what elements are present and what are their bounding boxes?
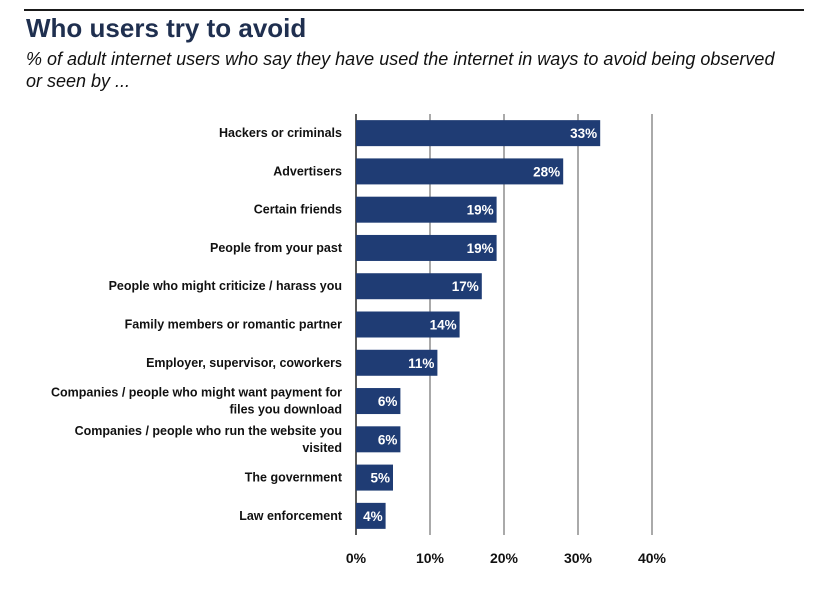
bar	[356, 273, 482, 300]
x-tick-label: 30%	[564, 550, 593, 566]
x-tick-label: 0%	[346, 550, 367, 566]
value-label: 19%	[467, 203, 494, 218]
category-label: Hackers or criminals	[219, 126, 342, 140]
category-label: Law enforcement	[239, 509, 343, 523]
chart-title: Who users try to avoid	[26, 13, 307, 43]
value-labels: 33% 28% 19% 19% 17% 14% 11% 6% 6% 5% 4%	[363, 126, 597, 524]
bar	[356, 502, 386, 529]
category-labels: Hackers or criminals Advertisers Certain f…	[51, 126, 343, 523]
x-tick-label: 10%	[416, 550, 445, 566]
bar	[356, 234, 497, 261]
bar	[356, 196, 497, 223]
value-label: 4%	[363, 509, 383, 524]
category-label: Employer, supervisor, coworkers	[146, 356, 342, 370]
x-tick-label: 40%	[638, 550, 667, 566]
bars	[356, 120, 601, 529]
bar	[356, 426, 401, 453]
category-label: The government	[245, 471, 343, 485]
category-label: Companies / people who run the website y…	[75, 424, 342, 438]
value-label: 6%	[378, 394, 398, 409]
chart-subtitle: % of adult internet users who say they h…	[26, 49, 775, 91]
bar	[356, 388, 401, 415]
top-rule	[24, 9, 804, 11]
category-label: Advertisers	[273, 164, 342, 178]
value-label: 11%	[408, 356, 434, 371]
bar	[356, 158, 564, 185]
category-label: People from your past	[210, 241, 343, 255]
category-label: Family members or romantic partner	[125, 318, 343, 332]
value-label: 14%	[430, 318, 457, 333]
bar	[356, 120, 601, 147]
bar	[356, 349, 438, 376]
x-tick-label: 20%	[490, 550, 519, 566]
value-label: 28%	[533, 164, 560, 179]
category-label: visited	[302, 441, 342, 455]
category-label: Certain friends	[254, 203, 342, 217]
bar	[356, 464, 393, 491]
bar	[356, 311, 460, 338]
value-label: 17%	[452, 279, 479, 294]
value-label: 33%	[570, 126, 597, 141]
category-label: People who might criticize / harass you	[109, 279, 342, 293]
value-label: 5%	[370, 471, 390, 486]
category-label: files you download	[229, 403, 342, 417]
value-label: 6%	[378, 432, 398, 447]
value-label: 19%	[467, 241, 494, 256]
category-label: Companies / people who might want paymen…	[51, 386, 342, 400]
x-axis-ticks: 0% 10% 20% 30% 40%	[346, 550, 667, 566]
